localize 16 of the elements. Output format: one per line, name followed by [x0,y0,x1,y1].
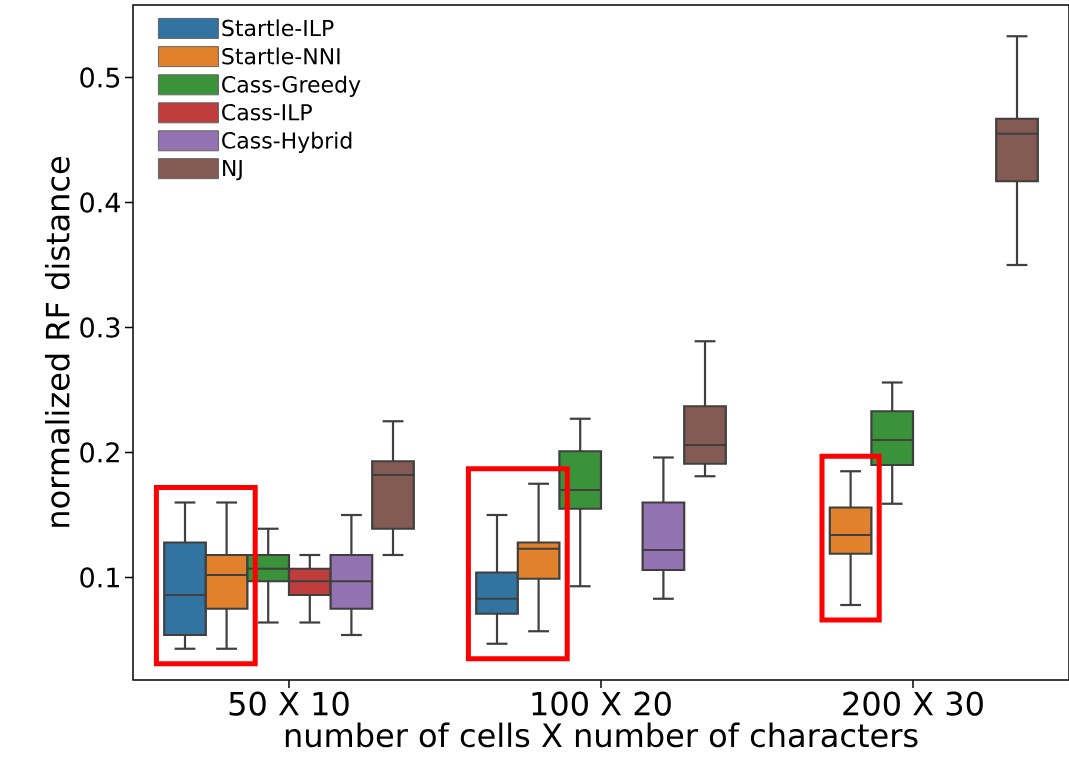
legend-label: Cass-Hybrid [222,131,352,153]
y-axis-title: normalized RF distance [44,156,70,527]
x-tick-label: 200 X 30 [843,691,983,716]
y-tick-label: 0.5 [80,67,120,88]
x-axis-title: number of cells X number of characters [285,722,918,748]
y-tick-label: 0.4 [80,192,120,213]
legend-label: NJ [223,159,242,181]
legend-label: Startle-NNI [222,47,340,65]
y-tick-label: 0.3 [80,317,120,338]
y-tick-label: 0.1 [80,567,119,588]
legend-label: Cass-ILP [222,103,312,121]
legend-label: Cass-Greedy [222,75,361,97]
legend-label: Startle-ILP [222,19,334,37]
x-tick-label: 50 X 10 [229,691,349,716]
y-tick-label: 0.2 [80,442,119,463]
x-tick-label: 100 X 20 [532,691,671,716]
